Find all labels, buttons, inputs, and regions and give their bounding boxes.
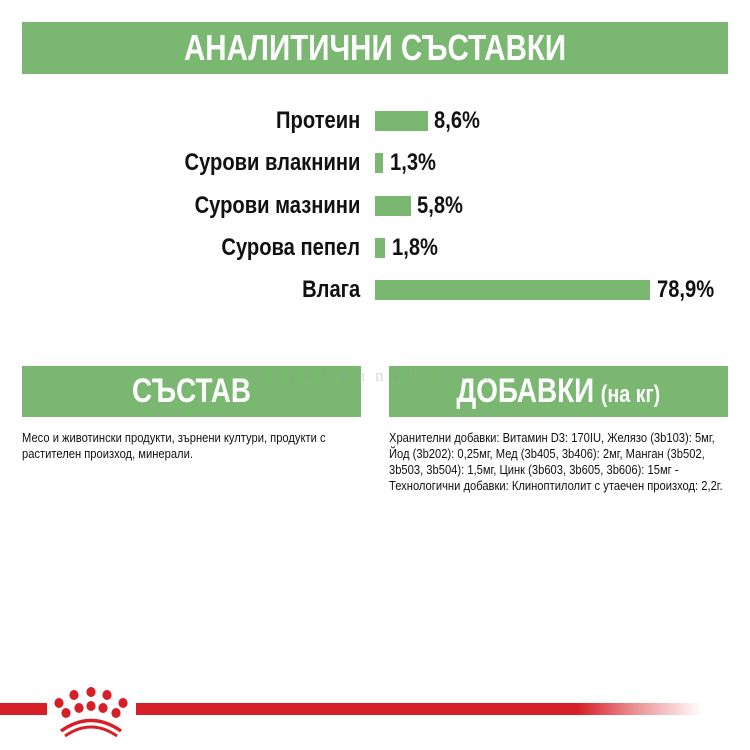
row-label: Сурови влакнини <box>184 149 360 176</box>
analytics-row-crude-fibres: Сурови влакнини 1,3% <box>0 148 750 178</box>
value-bar <box>375 111 428 131</box>
row-value: 78,9% <box>657 276 715 303</box>
additives-title: ДОБАВКИ <box>456 372 595 410</box>
analytics-row-crude-fat: Сурови мазнини 5,8% <box>0 191 750 221</box>
value-bar <box>375 153 383 173</box>
brand-red-line-right <box>136 703 702 715</box>
row-value: 1,3% <box>390 149 436 176</box>
watermark: ariakennel.com <box>255 366 500 385</box>
analytics-title-banner: АНАЛИТИЧНИ СЪСТАВКИ <box>22 22 728 74</box>
additives-text: Хранителни добавки: Витамин D3: 170IU, Ж… <box>389 430 723 493</box>
row-label: Сурови мазнини <box>194 192 360 219</box>
value-bar <box>375 238 385 258</box>
row-label: Влага <box>301 276 360 303</box>
value-bar <box>375 196 411 216</box>
row-label: Сурова пепел <box>221 234 360 261</box>
analytics-row-moisture: Влага 78,9% <box>0 275 750 305</box>
composition-text: Месо и животински продукти, зърнени култ… <box>22 430 326 461</box>
composition-banner: СЪСТАВ <box>22 366 361 417</box>
row-value: 8,6% <box>434 107 480 134</box>
analytics-row-crude-ash: Сурова пепел 1,8% <box>0 233 750 263</box>
additives-banner: ДОБАВКИ (на кг) <box>389 366 728 417</box>
brand-red-line-left <box>0 703 47 715</box>
analytics-title: АНАЛИТИЧНИ СЪСТАВКИ <box>183 27 567 68</box>
row-value: 1,8% <box>392 234 438 261</box>
composition-title: СЪСТАВ <box>131 372 252 410</box>
royal-canin-crown-icon <box>54 687 128 738</box>
additives-title-suffix: (на кг) <box>600 381 661 408</box>
analytics-row-protein: Протеин 8,6% <box>0 106 750 136</box>
row-label: Протеин <box>275 107 360 134</box>
value-bar <box>375 280 650 300</box>
row-value: 5,8% <box>417 192 463 219</box>
